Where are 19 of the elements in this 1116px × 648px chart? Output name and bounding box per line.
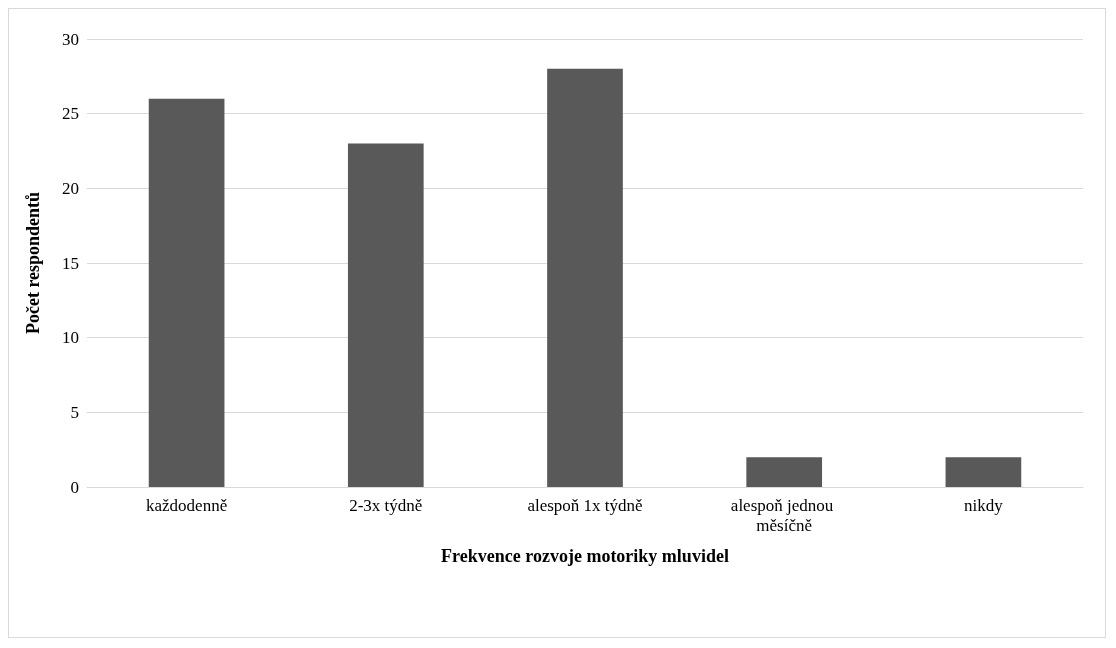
bar: [945, 457, 1022, 487]
bar: [547, 68, 623, 487]
x-tick-label: alespoň jednou měsíčně: [730, 495, 838, 535]
y-axis-title: Počet respondentů: [23, 191, 43, 335]
x-axis-title: Frekvence rozvoje motoriky mluvidel: [441, 546, 729, 566]
y-tick-label: 0: [70, 477, 79, 497]
bar: [746, 457, 823, 487]
bar: [148, 98, 225, 487]
x-tick-label: každodenně: [146, 495, 228, 515]
x-tick-label: 2-3x týdně: [349, 495, 423, 515]
y-tick-label: 30: [62, 29, 79, 49]
x-tick-label: nikdy: [964, 495, 1004, 515]
y-tick-label: 25: [62, 104, 79, 124]
y-tick-label: 10: [62, 328, 79, 348]
x-tick-label: alespoň 1x týdně: [527, 495, 643, 515]
bar: [347, 143, 424, 487]
y-tick-label: 5: [70, 402, 79, 422]
y-tick-label: 15: [62, 253, 79, 273]
y-tick-label: 20: [62, 178, 79, 198]
